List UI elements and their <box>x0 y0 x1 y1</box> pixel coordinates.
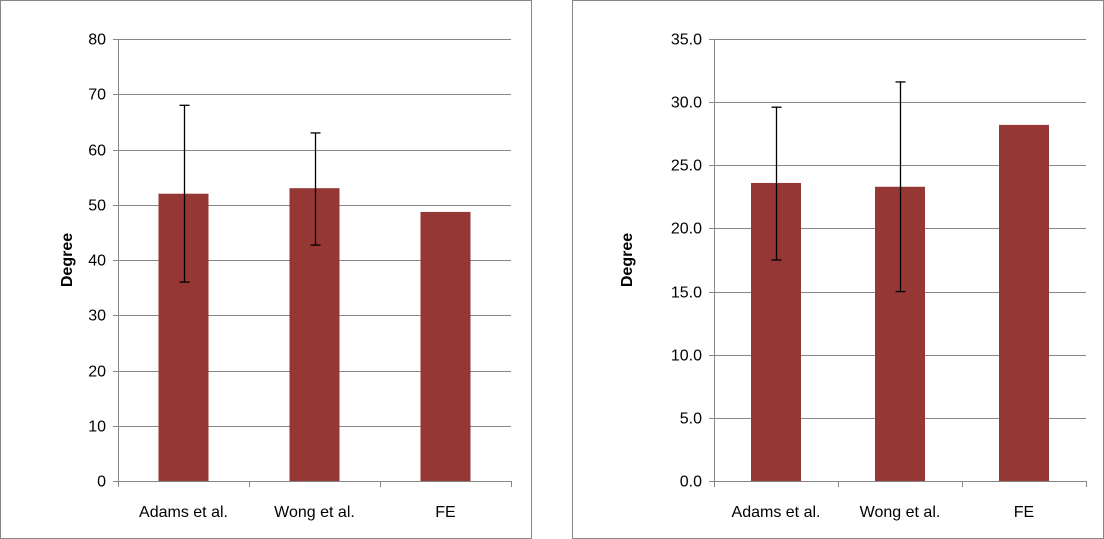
y-tick-label: 20.0 <box>671 221 702 238</box>
y-tick-label: 60 <box>88 143 106 160</box>
y-tick-label: 10.0 <box>671 348 702 365</box>
x-tick-label: Wong et al. <box>860 504 941 521</box>
bar <box>999 124 1049 482</box>
y-tick-label: 30 <box>88 308 106 325</box>
bar <box>158 193 209 481</box>
y-tick-label: 20 <box>88 364 106 381</box>
x-tick-label: Wong et al. <box>274 504 355 521</box>
y-tick-label: 70 <box>88 87 106 104</box>
x-tick-label: FE <box>1014 504 1034 521</box>
y-tick-label: 35.0 <box>671 32 702 49</box>
y-tick-label: 30.0 <box>671 95 702 112</box>
y-tick-label: 80 <box>88 32 106 49</box>
y-tick-label: 0 <box>97 474 106 491</box>
y-tick-label: 25.0 <box>671 158 702 175</box>
x-tick-label: Adams et al. <box>732 504 821 521</box>
y-axis-title: Degree <box>619 233 636 287</box>
y-tick-label: 40 <box>88 253 106 270</box>
bar <box>420 211 471 481</box>
y-tick-label: 15.0 <box>671 285 702 302</box>
bar <box>289 188 340 482</box>
y-axis-title: Degree <box>59 233 76 287</box>
y-tick-label: 0.0 <box>680 474 702 491</box>
y-tick-label: 50 <box>88 198 106 215</box>
left-bar-chart: 0 10 20 30 40 50 60 70 80 Adams et al. Wong et al.… <box>0 0 532 539</box>
right-bar-chart: 0.0 5.0 10.0 15.0 20.0 25.0 30.0 35.0 Adams et a… <box>572 0 1104 539</box>
x-tick-label: Adams et al. <box>139 504 228 521</box>
y-tick-label: 5.0 <box>680 411 702 428</box>
y-tick-label: 10 <box>88 419 106 436</box>
x-tick-label: FE <box>435 504 455 521</box>
